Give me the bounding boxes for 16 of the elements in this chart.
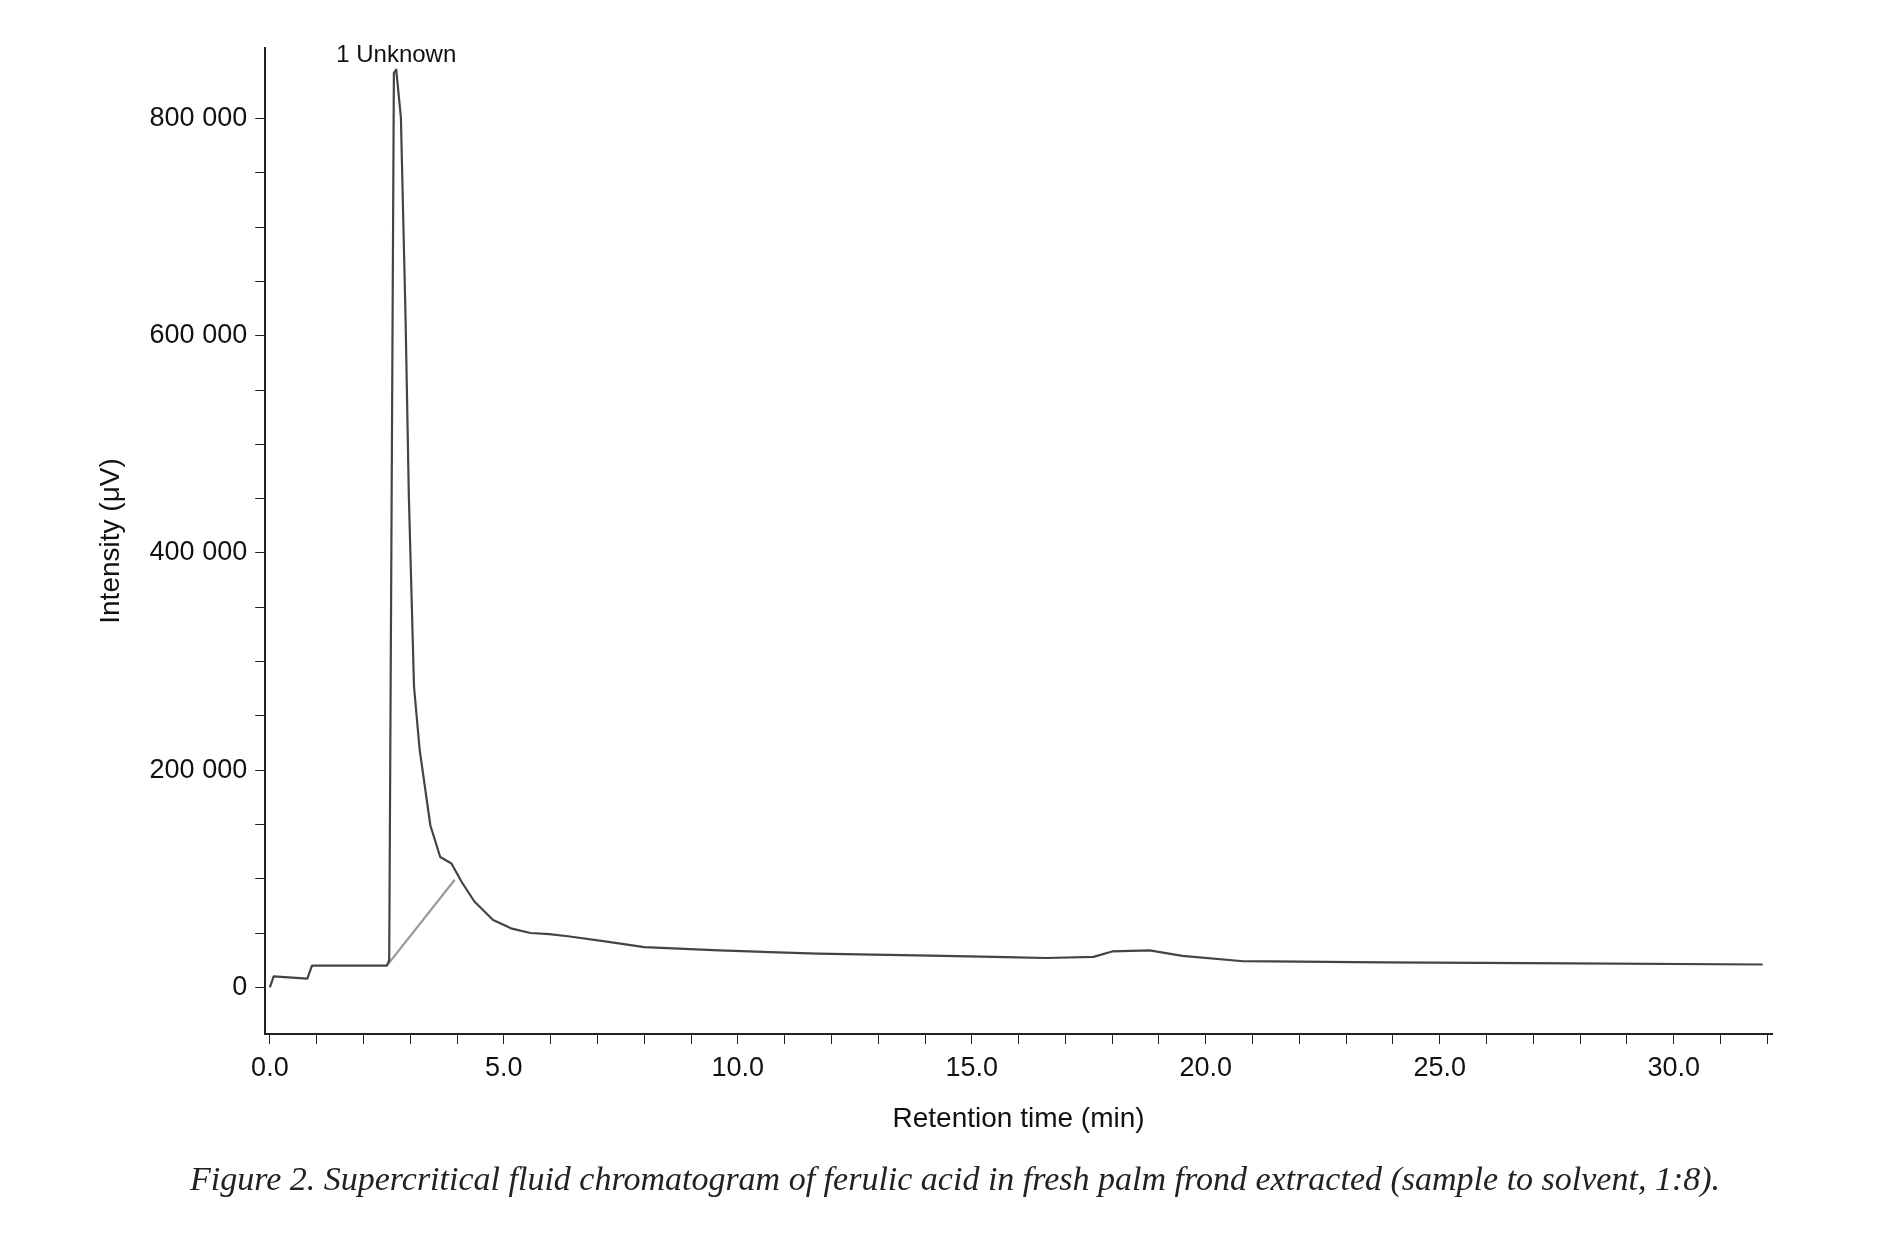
x-tick-label: 25.0: [1413, 1051, 1467, 1082]
y-tick-label: 200 000: [149, 753, 248, 784]
x-tick-label: 15.0: [945, 1051, 999, 1082]
x-tick-label: 10.0: [711, 1051, 765, 1082]
x-tick-label: 30.0: [1647, 1051, 1701, 1082]
y-tick-label: 400 000: [149, 536, 248, 567]
x-tick-label: 0.0: [251, 1051, 289, 1082]
y-tick-label: 600 000: [149, 319, 248, 350]
x-tick-label: 5.0: [485, 1051, 523, 1082]
x-axis-title: Retention time (min): [892, 1101, 1145, 1133]
y-axis-title: Intensity (μV): [93, 458, 125, 624]
y-tick-label: 0: [232, 970, 248, 1001]
y-tick-label: 800 000: [149, 102, 248, 133]
caption: Figure 2. Supercritical fluid chromatogram of ferulic acid in fresh palm frond extracted (sample to solvent, 1:8).: [188, 1160, 1722, 1198]
x-tick-label: 20.0: [1179, 1051, 1233, 1082]
annotation: 1 Unknown: [336, 40, 457, 68]
